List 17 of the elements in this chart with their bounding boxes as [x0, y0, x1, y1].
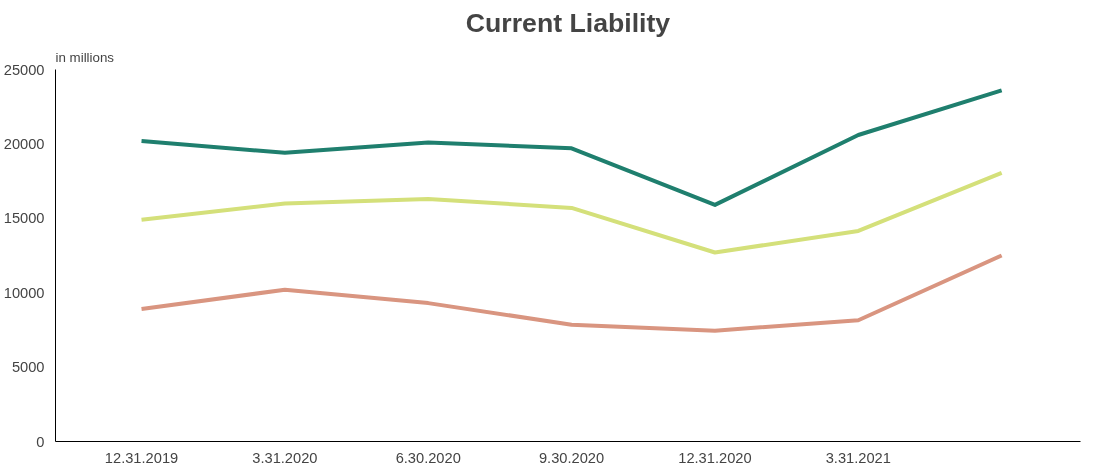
y-tick-label: 5000 — [11, 359, 45, 376]
line-series — [139, 253, 1004, 333]
x-tick-label: 3.31.2021 — [825, 449, 891, 466]
y-tick-label: 0 — [36, 433, 45, 450]
y-tick-label: 20000 — [3, 135, 45, 152]
line-series — [139, 88, 1004, 207]
y-axis-title: in millions — [55, 49, 115, 65]
x-tick-label: 12.31.2020 — [678, 449, 752, 466]
x-tick-label: 6.30.2020 — [395, 449, 461, 466]
chart-title: Current Liability — [465, 7, 671, 38]
x-tick-label: 9.30.2020 — [538, 449, 605, 466]
y-tick-label: 10000 — [3, 284, 45, 301]
x-tick-label: 3.31.2020 — [252, 449, 318, 466]
x-tick-label: 12.31.2019 — [104, 449, 179, 466]
y-tick-label: 25000 — [3, 61, 45, 78]
y-tick-label: 15000 — [3, 210, 45, 227]
line-series — [139, 170, 1004, 255]
